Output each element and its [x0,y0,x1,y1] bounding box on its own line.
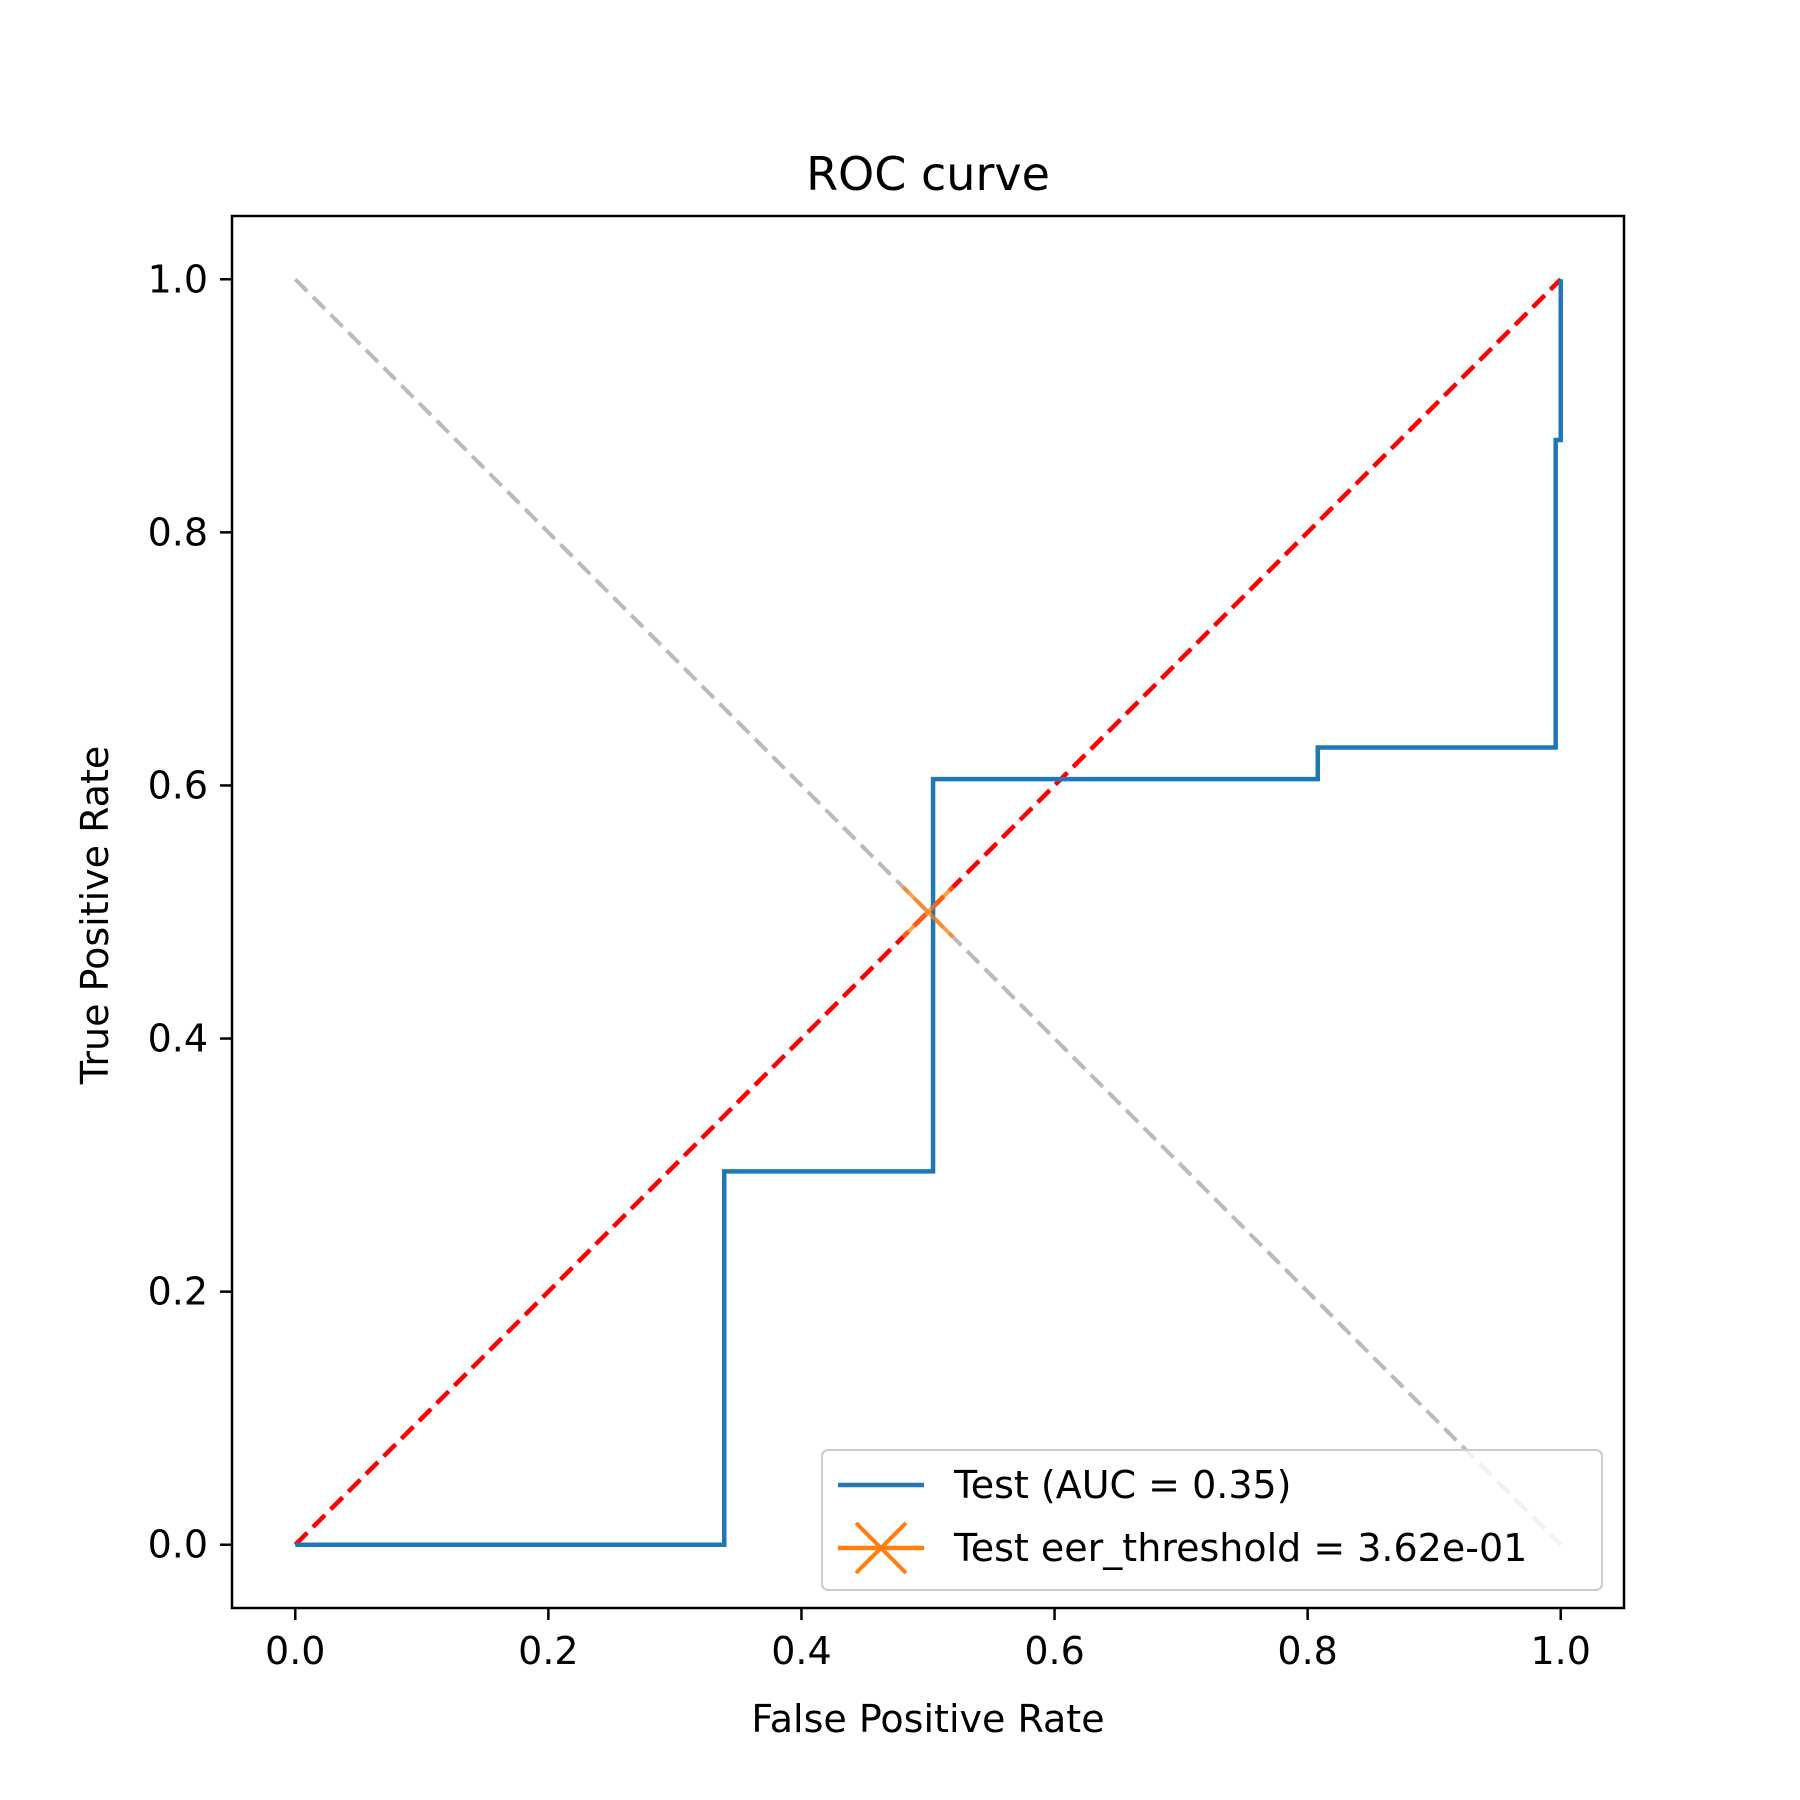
marker-stroke [901,885,955,939]
y-tick-label: 0.8 [148,510,208,554]
axes-frame [230,214,1626,1610]
chart-title: ROC curve [806,147,1050,201]
y-tick-label: 0.4 [148,1017,208,1061]
x-tick-label: 0.2 [518,1629,578,1673]
y-tick-label: 0.0 [148,1523,208,1567]
plot-area: 0.0 0.2 0.4 0.6 0.8 1.0 0.0 0.2 0.4 0.6 0.8 1.0 [148,214,1626,1673]
legend-x-marker-icon [854,1521,908,1575]
x-tick-label: 0.0 [265,1629,325,1673]
diagonal-reference-line [293,277,1563,1547]
x-tick-label: 0.4 [771,1629,831,1673]
legend: Test (AUC = 0.35) Test eer_threshold = 3.… [821,1449,1603,1591]
x-axis-label: False Positive Rate [751,1697,1104,1741]
x-tick-label: 1.0 [1531,1629,1591,1673]
roc-curve-line [295,279,1563,1547]
legend-entry-label: Test (AUC = 0.35) [953,1463,1292,1507]
x-tick-label: 0.8 [1277,1629,1337,1673]
y-axis-label: True Positive Rate [73,746,117,1086]
y-tick-label: 1.0 [148,257,208,301]
legend-entry-label: Test eer_threshold = 3.62e-01 [953,1526,1527,1570]
x-tick-label: 0.6 [1024,1629,1084,1673]
y-tick-label: 0.6 [148,763,208,807]
anti-diagonal-reference-line [293,277,1563,1547]
y-tick-label: 0.2 [148,1270,208,1314]
eer-threshold-marker [901,885,955,939]
legend-box [821,1449,1603,1591]
